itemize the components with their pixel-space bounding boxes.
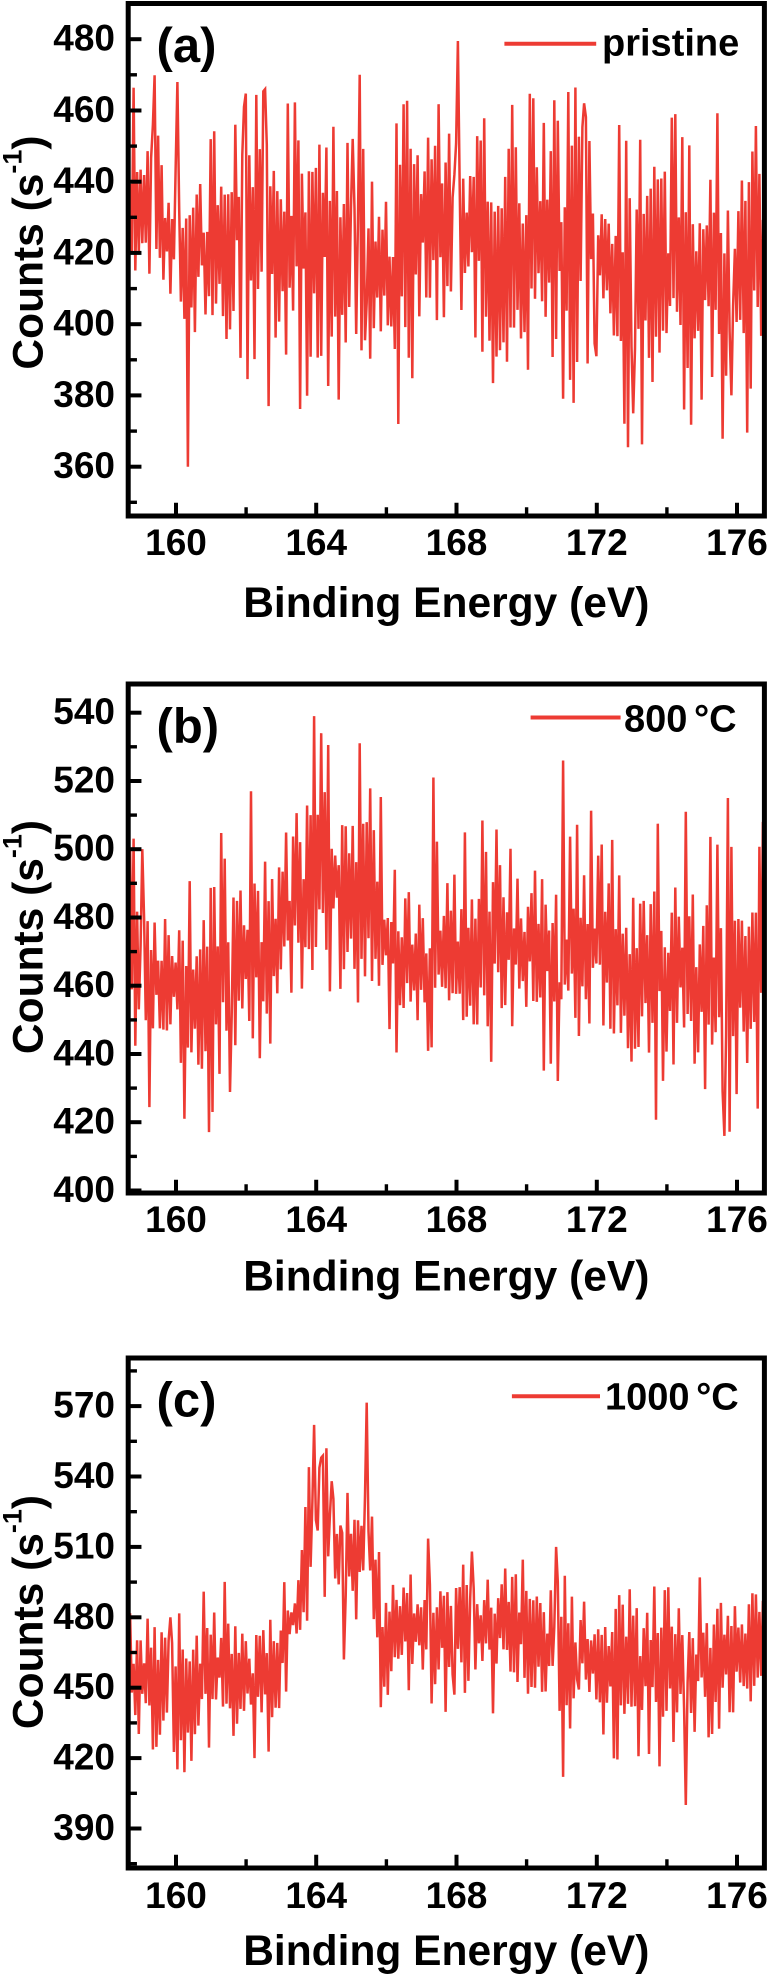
svg-text:420: 420	[53, 1101, 115, 1142]
svg-text:Counts (s-1): Counts (s-1)	[0, 1495, 53, 1729]
svg-text:480: 480	[53, 896, 115, 937]
svg-text:pristine: pristine	[602, 23, 739, 65]
svg-text:420: 420	[53, 1737, 115, 1778]
svg-text:450: 450	[53, 1666, 115, 1707]
svg-text:400: 400	[53, 303, 115, 344]
svg-text:176: 176	[706, 522, 768, 563]
svg-text:(c): (c)	[157, 1374, 217, 1428]
svg-text:160: 160	[145, 522, 207, 563]
svg-text:390: 390	[53, 1807, 115, 1848]
svg-text:176: 176	[706, 1875, 768, 1916]
svg-text:400: 400	[53, 1169, 115, 1210]
svg-text:168: 168	[426, 1199, 488, 1240]
svg-text:440: 440	[53, 160, 115, 201]
svg-text:(b): (b)	[157, 699, 220, 753]
svg-text:520: 520	[53, 760, 115, 801]
svg-text:420: 420	[53, 231, 115, 272]
svg-text:(a): (a)	[157, 19, 217, 73]
svg-text:164: 164	[285, 1875, 347, 1916]
svg-text:160: 160	[145, 1199, 207, 1240]
svg-text:380: 380	[53, 374, 115, 415]
svg-text:460: 460	[53, 89, 115, 130]
svg-text:440: 440	[53, 1033, 115, 1074]
svg-text:Binding Energy (eV): Binding Energy (eV)	[243, 1254, 649, 1301]
svg-text:164: 164	[285, 1199, 347, 1240]
svg-text:540: 540	[53, 691, 115, 732]
svg-text:Binding Energy (eV): Binding Energy (eV)	[243, 1928, 649, 1975]
svg-text:Counts (s-1): Counts (s-1)	[0, 135, 53, 369]
svg-text:570: 570	[53, 1385, 115, 1426]
svg-text:176: 176	[706, 1199, 768, 1240]
svg-text:172: 172	[566, 1199, 628, 1240]
svg-text:Binding Energy (eV): Binding Energy (eV)	[243, 580, 649, 627]
svg-text:1000 °C: 1000 °C	[605, 1376, 739, 1418]
svg-text:172: 172	[566, 1875, 628, 1916]
svg-text:168: 168	[426, 1875, 488, 1916]
svg-text:160: 160	[145, 1875, 207, 1916]
svg-text:168: 168	[426, 522, 488, 563]
svg-text:500: 500	[53, 828, 115, 869]
svg-text:510: 510	[53, 1525, 115, 1566]
svg-text:800 °C: 800 °C	[624, 699, 737, 741]
svg-text:480: 480	[53, 18, 115, 59]
svg-text:480: 480	[53, 1596, 115, 1637]
svg-text:Counts (s-1): Counts (s-1)	[0, 820, 53, 1054]
svg-text:540: 540	[53, 1455, 115, 1496]
svg-text:172: 172	[566, 522, 628, 563]
svg-text:460: 460	[53, 964, 115, 1005]
svg-text:360: 360	[53, 445, 115, 486]
svg-text:164: 164	[285, 522, 347, 563]
